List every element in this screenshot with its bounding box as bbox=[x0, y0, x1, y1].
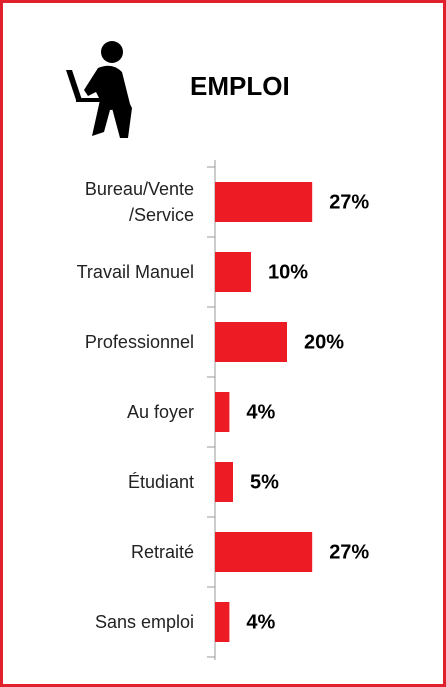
value-label: 4% bbox=[246, 401, 275, 423]
bar bbox=[215, 322, 287, 362]
worker-icon bbox=[66, 41, 132, 138]
bar bbox=[215, 392, 230, 432]
value-label: 10% bbox=[268, 261, 308, 283]
category-label: Sans emploi bbox=[94, 612, 194, 632]
value-label: 20% bbox=[304, 331, 344, 353]
value-label: 4% bbox=[246, 611, 275, 633]
category-label: Bureau/Vente /Service bbox=[84, 179, 194, 225]
value-label: 27% bbox=[329, 541, 369, 563]
bar bbox=[215, 532, 313, 572]
bar bbox=[215, 462, 233, 502]
bar bbox=[215, 602, 230, 642]
category-label: Étudiant bbox=[127, 472, 194, 492]
value-label: 5% bbox=[250, 471, 279, 493]
category-label: Professionnel bbox=[84, 332, 194, 352]
bar bbox=[215, 252, 251, 292]
category-label: Au foyer bbox=[126, 402, 194, 422]
category-label: Retraité bbox=[130, 542, 194, 562]
value-label: 27% bbox=[329, 191, 369, 213]
bar bbox=[215, 182, 313, 222]
chart-title: EMPLOI bbox=[190, 71, 290, 101]
category-label: Travail Manuel bbox=[76, 262, 194, 282]
